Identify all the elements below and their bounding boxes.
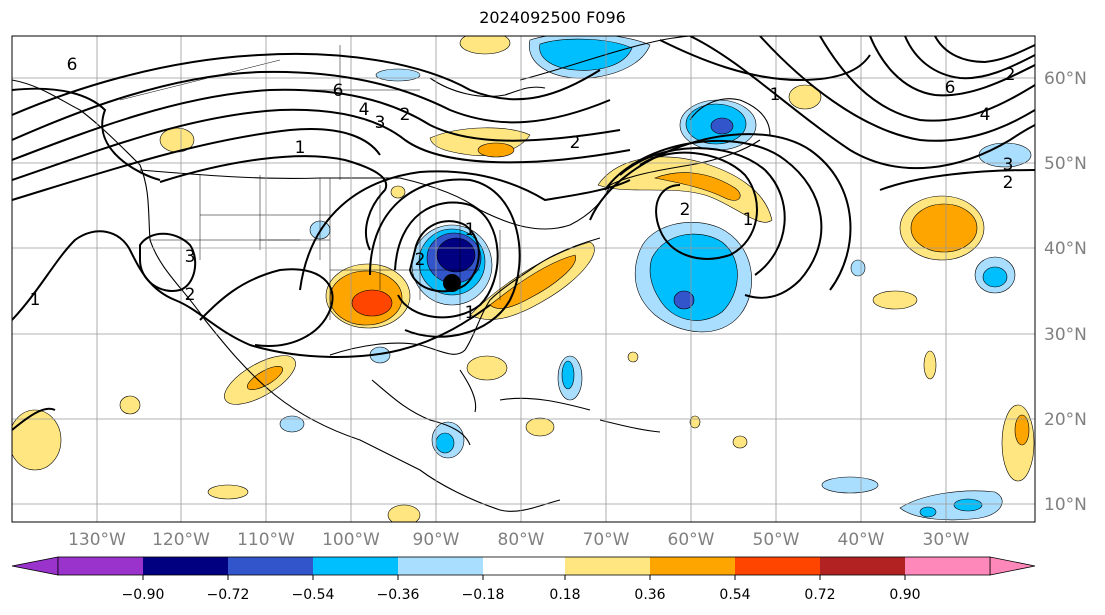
contour-label: 1 (295, 138, 306, 158)
contour-label: 3 (375, 113, 386, 133)
contour-label: 1 (465, 220, 476, 240)
contour-label: 2 (185, 285, 196, 305)
lon-tick-label: 40°W (838, 530, 885, 550)
lon-tick-label: 50°W (753, 530, 800, 550)
lat-tick-label: 40°N (1044, 239, 1087, 259)
contour-label: 4 (980, 105, 991, 125)
lon-tick-label: 90°W (413, 530, 460, 550)
colorbar-tick-label: −0.54 (292, 587, 335, 603)
colorbar-tick-label: 0.90 (889, 587, 920, 603)
contour-label: 2 (570, 133, 581, 153)
contour-label: 6 (333, 81, 344, 101)
contour-label: 6 (67, 55, 78, 75)
colorbar-segment (398, 557, 483, 575)
colorbar-tick-label: −0.36 (377, 587, 420, 603)
lat-tick-label: 30°N (1044, 325, 1087, 345)
colorbar-segment (313, 557, 398, 575)
contour-label: 1 (743, 210, 754, 230)
colorbar-tick-label: −0.90 (122, 587, 165, 603)
lon-tick-label: 80°W (498, 530, 545, 550)
colorbar-segment (735, 557, 820, 575)
colorbar-extend-right (989, 556, 1036, 576)
colorbar-segment (820, 557, 905, 575)
lon-tick-label: 120°W (152, 530, 210, 550)
colorbar-segment (905, 557, 990, 575)
colorbar: −0.90 −0.72 −0.54 −0.36 −0.18 0.18 0.36 … (11, 556, 1036, 603)
colorbar-tick-label: 0.36 (634, 587, 665, 603)
contour-label: 6 (945, 78, 956, 98)
contour-label: 2 (680, 200, 691, 220)
colorbar-segment (143, 557, 228, 575)
map-title: 2024092500 F096 (479, 8, 626, 27)
coastlines (12, 36, 771, 512)
contour-label: 2 (415, 250, 426, 270)
contour-label: 1 (770, 85, 781, 105)
colorbar-segment (565, 557, 650, 575)
latitude-labels: 60°N 50°N 40°N 30°N 20°N 10°N (1044, 69, 1087, 515)
colorbar-tick-label: 0.72 (804, 587, 835, 603)
colorbar-tick-label: 0.18 (549, 587, 580, 603)
lon-tick-label: 110°W (237, 530, 295, 550)
contour-lines (12, 36, 1035, 431)
map-frame (11, 35, 1036, 523)
colorbar-outline (57, 556, 991, 576)
colorbar-segment (483, 557, 565, 575)
lon-tick-label: 30°W (923, 530, 970, 550)
contour-label: 4 (359, 100, 370, 120)
map-area: 6 6 4 3 2 1 2 1 6 4 2 2 3 2 1 2 1 3 2 1 … (12, 36, 1035, 522)
lat-tick-label: 50°N (1044, 154, 1087, 174)
colorbar-tick-label: −0.18 (462, 587, 505, 603)
contour-labels: 6 6 4 3 2 1 2 1 6 4 2 2 3 2 1 2 1 3 2 1 … (30, 55, 1016, 323)
lat-tick-label: 60°N (1044, 69, 1087, 89)
lon-tick-label: 100°W (322, 530, 380, 550)
contour-label: 1 (465, 303, 476, 323)
lat-tick-label: 20°N (1044, 410, 1087, 430)
contour-label: 3 (1003, 155, 1014, 175)
colorbar-tick-label: 0.54 (719, 587, 750, 603)
colorbar-ticks (142, 575, 906, 580)
lon-tick-label: 70°W (583, 530, 630, 550)
colorbar-segment (58, 557, 143, 575)
colorbar-tick-label: −0.72 (207, 587, 250, 603)
lat-tick-label: 10°N (1044, 495, 1087, 515)
contour-label: 2 (1005, 65, 1016, 85)
colorbar-segment (650, 557, 735, 575)
contour-label: 3 (185, 247, 196, 267)
longitude-labels: 130°W 120°W 110°W 100°W 90°W 80°W 70°W 6… (68, 530, 970, 550)
colorbar-segment (228, 557, 313, 575)
lon-tick-label: 60°W (668, 530, 715, 550)
colorbar-extend-left (11, 556, 59, 576)
contour-label: 1 (30, 290, 41, 310)
contour-label: 2 (1003, 173, 1014, 193)
storm-center-marker (443, 274, 461, 292)
lon-tick-label: 130°W (68, 530, 126, 550)
contour-label: 2 (400, 105, 411, 125)
anomaly-shading (12, 36, 1035, 522)
